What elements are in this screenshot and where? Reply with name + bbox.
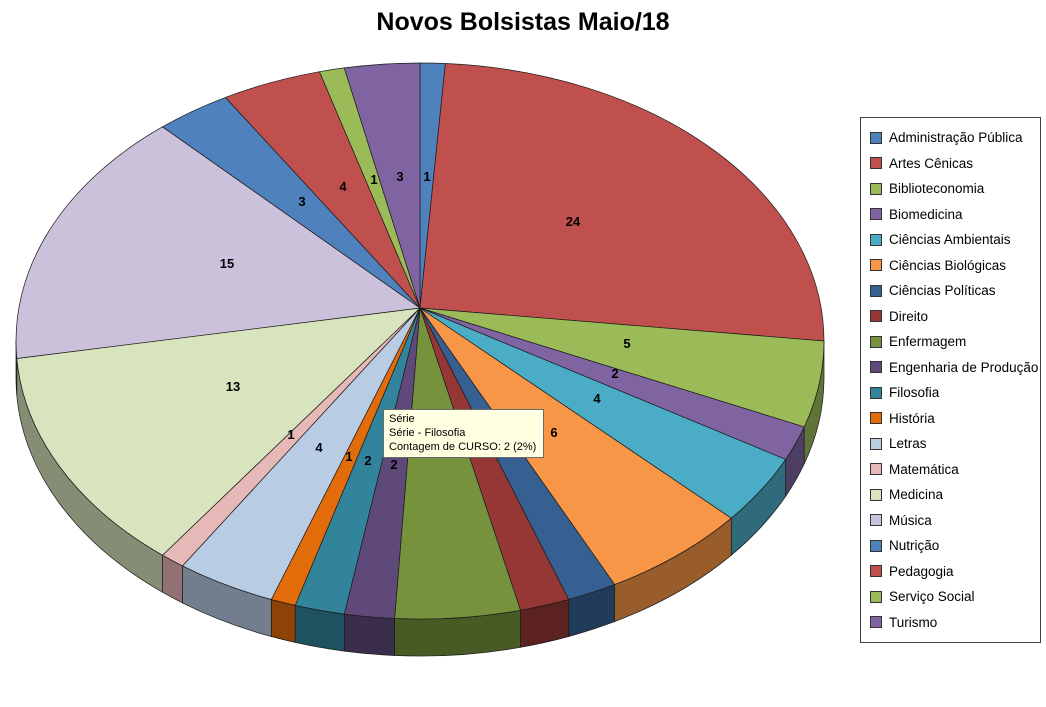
legend-label: Ciências Ambientais xyxy=(889,232,1011,248)
legend-item-0[interactable]: Administração Pública xyxy=(861,125,1040,151)
legend-swatch-icon xyxy=(870,412,882,425)
legend-item-16[interactable]: Nutrição xyxy=(861,533,1040,559)
legend-label: Biomedicina xyxy=(889,206,963,222)
data-label: 1 xyxy=(370,172,377,187)
data-label: 4 xyxy=(315,440,323,455)
legend-swatch-icon xyxy=(870,208,882,221)
legend-item-7[interactable]: Direito xyxy=(861,304,1040,330)
legend-item-1[interactable]: Artes Cênicas xyxy=(861,151,1040,177)
tooltip: Série Série - Filosofia Contagem de CURS… xyxy=(383,409,545,458)
legend-swatch-icon xyxy=(870,182,882,195)
legend-item-8[interactable]: Enfermagem xyxy=(861,329,1040,355)
pie-slice-side xyxy=(343,613,395,656)
pie-slice-14[interactable] xyxy=(16,307,421,556)
legend-swatch-icon xyxy=(870,310,882,323)
pie-slice-19[interactable] xyxy=(343,62,421,309)
legend-swatch-icon xyxy=(870,488,882,501)
data-label: 2 xyxy=(611,366,618,381)
legend-item-6[interactable]: Ciências Políticas xyxy=(861,278,1040,304)
legend-label: Matemática xyxy=(889,461,959,477)
legend-item-12[interactable]: Letras xyxy=(861,431,1040,457)
data-label: 4 xyxy=(339,179,347,194)
legend-label: Artes Cênicas xyxy=(889,155,974,171)
legend-swatch-icon xyxy=(870,565,882,578)
pie-slice-15[interactable] xyxy=(15,126,421,359)
pie-slice-side xyxy=(270,599,296,643)
legend-swatch-icon xyxy=(870,463,882,476)
data-label: 2 xyxy=(364,453,371,468)
data-label: 13 xyxy=(226,379,240,394)
data-label: 24 xyxy=(566,214,581,229)
legend-swatch-icon xyxy=(870,437,882,450)
data-label: 1 xyxy=(423,169,430,184)
legend-label: Ciências Biológicas xyxy=(889,257,1007,273)
data-label: 3 xyxy=(396,169,403,184)
legend-label: Medicina xyxy=(889,487,944,503)
legend-swatch-icon xyxy=(870,157,882,170)
data-label: 2 xyxy=(390,457,397,472)
pie-slice-1[interactable] xyxy=(419,63,825,342)
legend-swatch-icon xyxy=(870,590,882,603)
legend-label: Biblioteconomia xyxy=(889,181,985,197)
legend-label: Engenharia de Produção xyxy=(889,359,1039,375)
legend-item-11[interactable]: História xyxy=(861,406,1040,432)
legend-item-17[interactable]: Pedagogia xyxy=(861,559,1040,585)
legend-label: Pedagogia xyxy=(889,563,954,579)
legend-swatch-icon xyxy=(870,514,882,527)
legend-swatch-icon xyxy=(870,616,882,629)
legend-swatch-icon xyxy=(870,233,882,246)
legend-item-18[interactable]: Serviço Social xyxy=(861,584,1040,610)
legend-label: Nutrição xyxy=(889,538,940,554)
legend-label: Filosofia xyxy=(889,385,940,401)
data-label: 6 xyxy=(550,425,557,440)
chart-title: Novos Bolsistas Maio/18 xyxy=(376,8,670,36)
pie-slice-5[interactable] xyxy=(419,307,732,585)
data-label: 1 xyxy=(287,427,294,442)
legend: Administração Pública Artes Cênicas Biblio… xyxy=(860,117,1041,643)
legend-label: Direito xyxy=(889,308,929,324)
legend-label: Enfermagem xyxy=(889,334,967,350)
legend-item-19[interactable]: Turismo xyxy=(861,610,1040,636)
legend-label: Música xyxy=(889,512,932,528)
legend-swatch-icon xyxy=(870,386,882,399)
legend-item-2[interactable]: Biblioteconomia xyxy=(861,176,1040,202)
tooltip-series-name: Série xyxy=(389,413,415,425)
legend-label: Turismo xyxy=(889,614,938,630)
legend-swatch-icon xyxy=(870,284,882,297)
legend-item-9[interactable]: Engenharia de Produção xyxy=(861,355,1040,381)
legend-item-5[interactable]: Ciências Biológicas xyxy=(861,253,1040,279)
legend-label: História xyxy=(889,410,935,426)
legend-item-15[interactable]: Música xyxy=(861,508,1040,534)
legend-item-10[interactable]: Filosofia xyxy=(861,380,1040,406)
tooltip-point-name: Série - Filosofia xyxy=(389,427,466,439)
legend-swatch-icon xyxy=(870,259,882,272)
data-label: 4 xyxy=(593,391,601,406)
data-label: 5 xyxy=(623,336,630,351)
legend-swatch-icon xyxy=(870,131,882,144)
tooltip-value: Contagem de CURSO: 2 (2%) xyxy=(389,441,537,453)
legend-swatch-icon xyxy=(870,361,882,374)
legend-swatch-icon xyxy=(870,539,882,552)
legend-item-13[interactable]: Matemática xyxy=(861,457,1040,483)
legend-label: Serviço Social xyxy=(889,589,975,605)
legend-item-14[interactable]: Medicina xyxy=(861,482,1040,508)
legend-label: Ciências Políticas xyxy=(889,283,996,299)
legend-item-3[interactable]: Biomedicina xyxy=(861,202,1040,228)
data-label: 3 xyxy=(298,194,305,209)
legend-label: Administração Pública xyxy=(889,130,1023,146)
legend-swatch-icon xyxy=(870,335,882,348)
data-label: 15 xyxy=(220,256,234,271)
legend-item-4[interactable]: Ciências Ambientais xyxy=(861,227,1040,253)
legend-label: Letras xyxy=(889,436,927,452)
data-label: 1 xyxy=(345,449,352,464)
